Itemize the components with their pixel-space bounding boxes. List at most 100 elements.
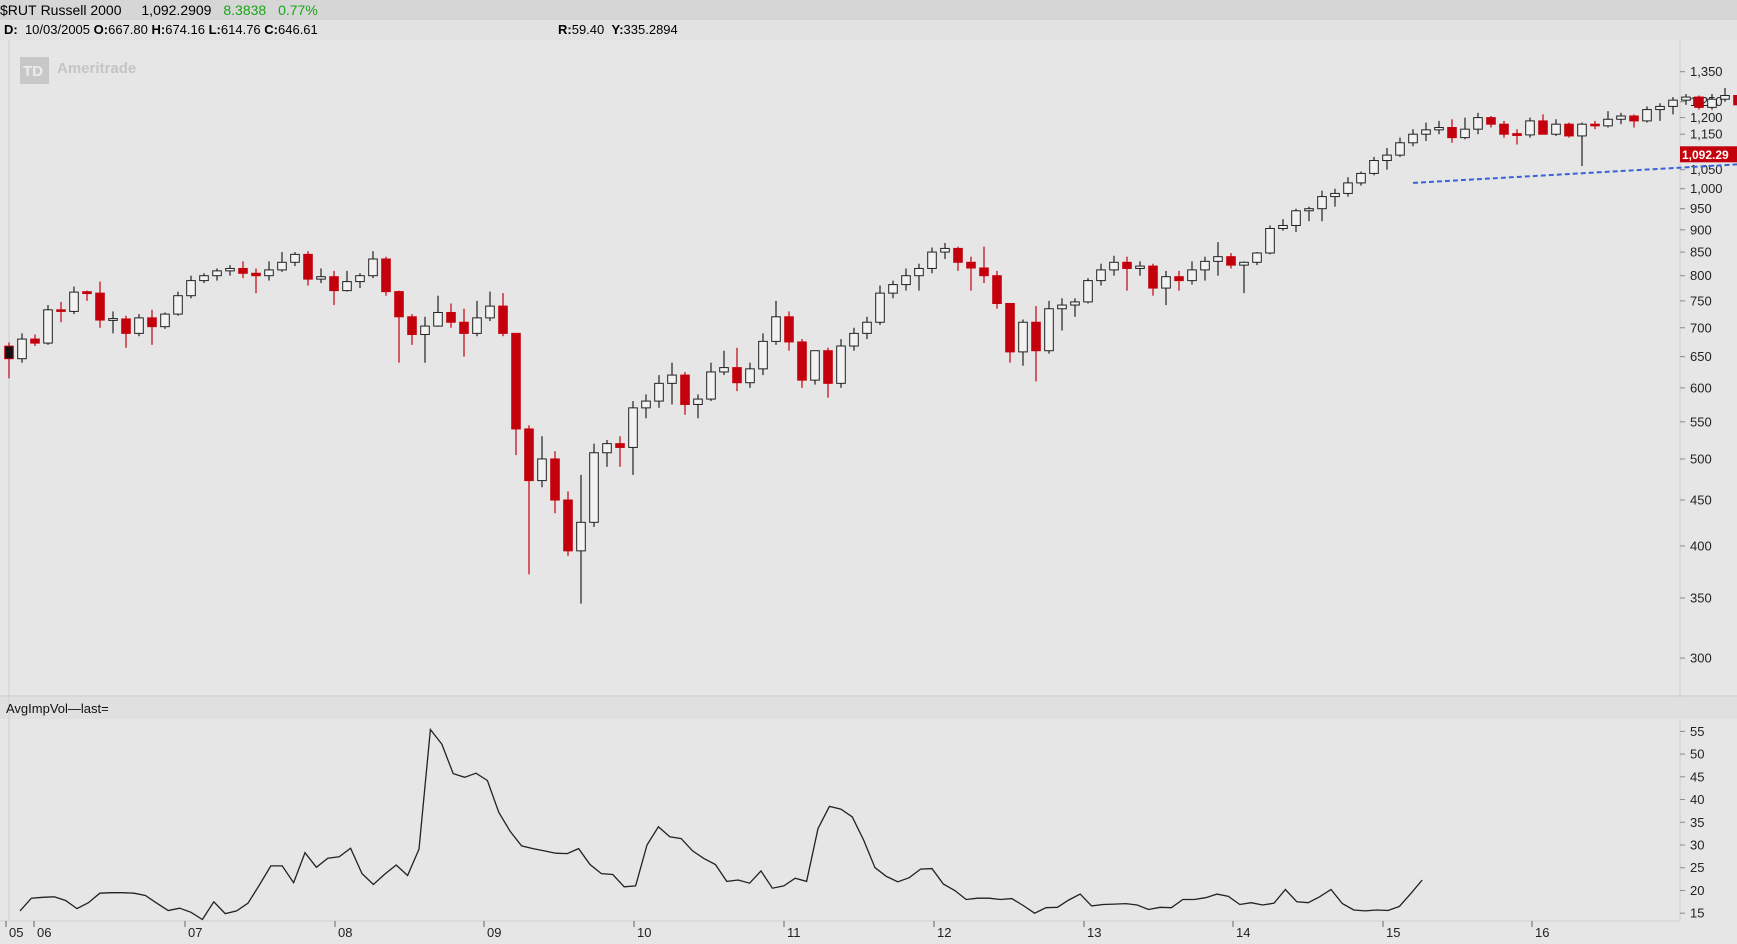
candle	[69, 286, 79, 315]
price-tick-label: 1,000	[1690, 181, 1723, 196]
candle	[771, 300, 781, 345]
candle-body	[706, 371, 716, 400]
candle-body	[1031, 321, 1041, 352]
candle-body	[1239, 261, 1249, 266]
candle-body	[641, 400, 651, 409]
candle-body	[1616, 115, 1626, 120]
candle-body	[277, 261, 287, 271]
candle-body	[381, 258, 391, 293]
indicator-label: AvgImpVol—last=	[6, 701, 109, 716]
candle	[368, 251, 378, 279]
price-tick-label: 950	[1690, 201, 1712, 216]
candle-body	[1629, 115, 1639, 122]
year-tick-label: 07	[188, 925, 202, 940]
candle-body	[1525, 120, 1535, 136]
candle-body	[667, 374, 677, 384]
candle-body	[368, 258, 378, 277]
candle	[251, 268, 261, 294]
candle	[433, 295, 443, 327]
net-change: 8.3838	[223, 2, 267, 18]
candle-body	[576, 521, 586, 552]
candle-body	[264, 269, 274, 277]
candle	[1681, 93, 1691, 105]
candle-body	[160, 313, 170, 328]
candle	[992, 270, 1002, 309]
candle-body	[992, 275, 1002, 304]
candle-body	[342, 281, 352, 292]
candle-body	[56, 309, 66, 312]
indicator-tick-label: 25	[1690, 860, 1704, 875]
price-tick-label: 1,350	[1690, 64, 1723, 79]
last-price-tag-label: 1,092.29	[1682, 148, 1729, 162]
candlestick-series	[4, 87, 1737, 604]
indicator-tick-label: 55	[1690, 724, 1704, 739]
candle-body	[1499, 123, 1509, 135]
candle	[1226, 252, 1236, 269]
price-tick-label: 700	[1690, 320, 1712, 335]
candle	[1265, 225, 1275, 255]
candle	[654, 375, 664, 408]
price-tick-label: 850	[1690, 245, 1712, 260]
year-tick-label: 16	[1535, 925, 1549, 940]
candle-body	[1421, 129, 1431, 135]
candle	[745, 362, 755, 388]
candle-body	[1551, 123, 1561, 135]
price-tick-label: 900	[1690, 222, 1712, 237]
candle-body	[407, 316, 417, 336]
candle	[1252, 252, 1262, 266]
candle-body	[134, 317, 144, 334]
price-tick-label: 1,050	[1690, 162, 1723, 177]
year-tick-label: 15	[1386, 925, 1400, 940]
candle	[1161, 270, 1171, 306]
candle	[1486, 116, 1496, 128]
candle-body	[95, 292, 105, 321]
candle	[1525, 117, 1535, 138]
percent-change: 0.77%	[278, 2, 318, 18]
candle-body	[1304, 208, 1314, 212]
candle	[121, 315, 131, 348]
candle	[914, 263, 924, 291]
candle-body	[316, 276, 326, 280]
candle-body	[1460, 128, 1470, 139]
candle-body	[225, 267, 235, 272]
candle-body	[524, 428, 534, 482]
candle	[1564, 122, 1574, 138]
candle	[1538, 114, 1548, 135]
candle-body	[433, 311, 443, 327]
candle	[238, 261, 248, 279]
candle-body	[1252, 252, 1262, 263]
candle	[1551, 119, 1561, 136]
candle-body	[1148, 265, 1158, 289]
candle	[1694, 95, 1704, 110]
quote-header: $RUT Russell 2000 1,092.2909 8.3838 0.77%	[0, 0, 1737, 20]
candle	[1122, 256, 1132, 291]
candle-body	[420, 325, 430, 336]
candle-body	[1187, 269, 1197, 282]
candle	[1330, 188, 1340, 207]
candle-body	[43, 309, 53, 344]
candle	[719, 350, 729, 376]
candle-body	[1577, 123, 1587, 137]
candle	[1720, 87, 1730, 102]
candle-body	[173, 295, 183, 315]
ameritrade-watermark: TD Ameritrade	[20, 57, 136, 84]
candle	[1447, 119, 1457, 143]
candle	[1577, 122, 1587, 166]
candle-body	[1564, 123, 1574, 137]
candle	[810, 350, 820, 385]
candle-body	[251, 272, 261, 277]
candle	[589, 443, 599, 527]
candle	[563, 491, 573, 556]
candle	[797, 339, 807, 388]
last-price: 1,092.2909	[141, 2, 212, 18]
candle	[1603, 111, 1613, 128]
candle	[1148, 263, 1158, 296]
price-tick-label: 650	[1690, 349, 1712, 364]
candle	[82, 290, 92, 301]
candle	[446, 303, 456, 328]
candle-body	[1265, 227, 1275, 254]
last-price-tag-bg	[1680, 146, 1737, 163]
candle	[1005, 302, 1015, 363]
candle-body	[4, 345, 14, 360]
